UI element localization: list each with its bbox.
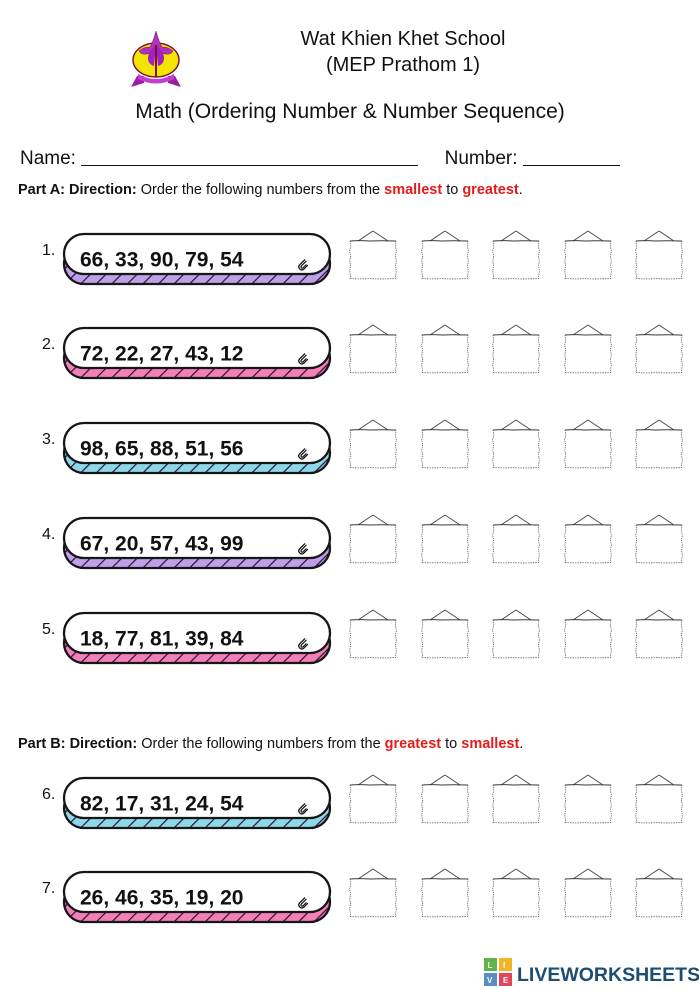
svg-text:LIVEWORKSHEETS: LIVEWORKSHEETS bbox=[517, 964, 699, 986]
svg-text:82, 17, 31, 24, 54: 82, 17, 31, 24, 54 bbox=[80, 793, 244, 816]
svg-text:V: V bbox=[487, 976, 493, 985]
svg-text:72, 22, 27, 43, 12: 72, 22, 27, 43, 12 bbox=[80, 343, 243, 366]
svg-text:L: L bbox=[488, 961, 493, 970]
svg-text:26, 46, 35, 19, 20: 26, 46, 35, 19, 20 bbox=[80, 887, 243, 910]
svg-text:98, 65, 88, 51, 56: 98, 65, 88, 51, 56 bbox=[80, 438, 243, 461]
svg-text:E: E bbox=[503, 976, 509, 985]
svg-text:18, 77, 81, 39, 84: 18, 77, 81, 39, 84 bbox=[80, 628, 244, 651]
svg-text:67, 20, 57, 43, 99: 67, 20, 57, 43, 99 bbox=[80, 533, 243, 556]
svg-text:66, 33, 90, 79, 54: 66, 33, 90, 79, 54 bbox=[80, 249, 244, 272]
svg-text:I: I bbox=[503, 961, 505, 970]
